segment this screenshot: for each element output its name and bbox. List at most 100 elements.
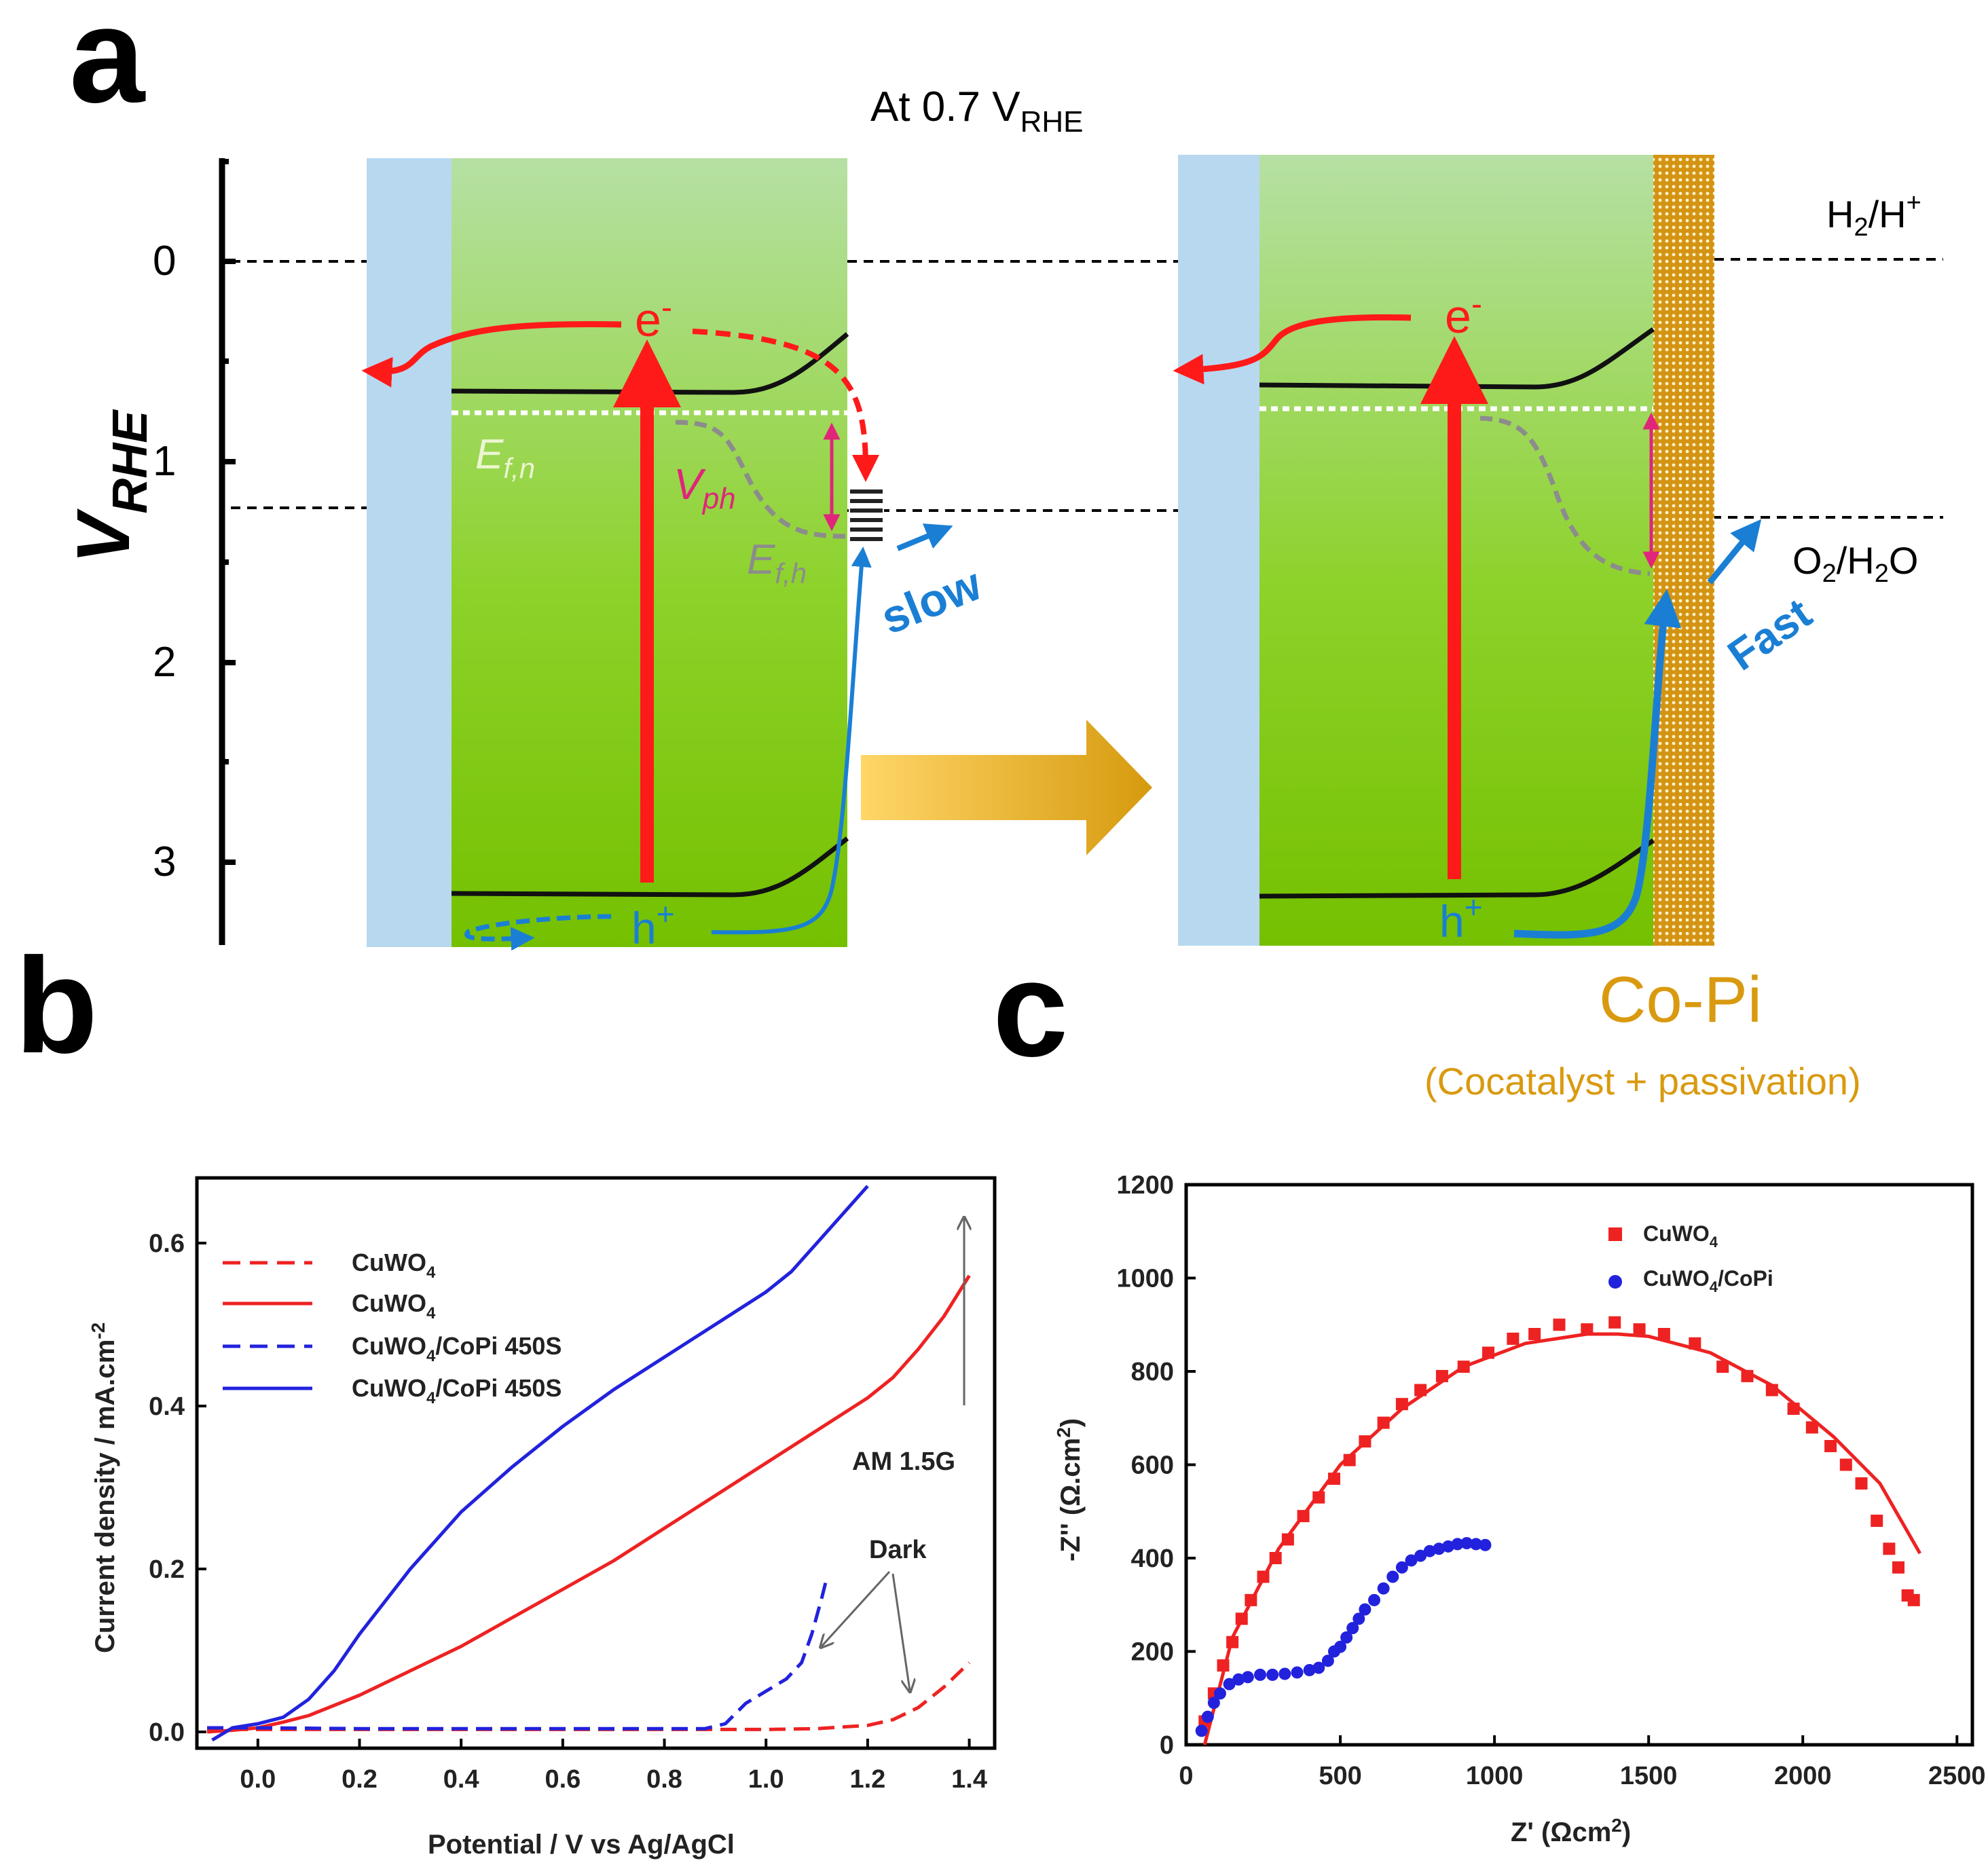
- panel-c-data-point: [1278, 1667, 1291, 1680]
- o2-redox-label: O2/H2O: [1792, 539, 1918, 588]
- legend-label: CuWO4: [352, 1289, 436, 1323]
- panel-c-y-tick-label: 800: [1131, 1358, 1174, 1386]
- legend-label: CuWO4/CoPi: [1643, 1266, 1773, 1295]
- panel-c-legend: CuWO4 CuWO4/CoPi: [1608, 1221, 1773, 1295]
- panel-c-data-point: [1291, 1666, 1304, 1679]
- panel-c-plot-frame: [1184, 1183, 1974, 1747]
- copi-label: Co-Pi: [1599, 963, 1762, 1036]
- slow-transfer-label: slow: [874, 557, 989, 644]
- panel-c-data-point: [1312, 1661, 1325, 1674]
- fermi-h-label: Ef,h: [747, 536, 807, 589]
- panel-c-data-point: [1657, 1328, 1670, 1340]
- panel-c-x-tick-label: 2000: [1774, 1762, 1832, 1790]
- panel-c-data-point: [1232, 1673, 1245, 1686]
- panel-c-y-tick-label: 600: [1131, 1452, 1174, 1480]
- fermi-n-label: Ef,n: [475, 431, 535, 484]
- panel-c-data-point: [1377, 1582, 1390, 1595]
- panel-c-x-tick-label: 0: [1179, 1762, 1193, 1790]
- dark-annotation: Dark: [869, 1536, 927, 1564]
- valence-band-right: [1259, 838, 1655, 899]
- panel-c-y-tick-label: 400: [1131, 1545, 1174, 1573]
- panel-c-data-point: [1368, 1593, 1381, 1606]
- fast-transfer-label: Fast: [1719, 589, 1820, 680]
- panel-c-y-tick-label: 0: [1160, 1731, 1174, 1760]
- panel-c-data-point: [1334, 1640, 1347, 1653]
- panel-c-data-point: [1839, 1458, 1852, 1471]
- panel-a-y-tick-label: 2: [153, 639, 176, 686]
- panel-c-data-point: [1321, 1655, 1334, 1667]
- panel-c-data-point: [1201, 1710, 1214, 1723]
- panel-c-ticks: 0 500 1000 1500 2000 2500 0 200 400 600 800 1000 120…: [1116, 1171, 1985, 1790]
- panel-c-y-tick-label: 200: [1131, 1638, 1174, 1667]
- panel-c-data-point: [1303, 1664, 1316, 1676]
- panel-a-y-tick-label: 0: [153, 238, 176, 284]
- slow-transfer-arrow: [896, 523, 953, 551]
- panel-b-series-line: [207, 1576, 829, 1731]
- panel-c-data-point: [1414, 1549, 1427, 1562]
- panel-c-data-point: [1223, 1678, 1236, 1690]
- panel-c-data-point: [1213, 1687, 1226, 1700]
- panel-c-data-point: [1528, 1328, 1541, 1340]
- panel-c-chart: 0 500 1000 1500 2000 2500 0 200 400 600 800 1000 120…: [1053, 1171, 1986, 1847]
- panel-c-data-point: [1340, 1631, 1353, 1644]
- panel-c-x-tick-label: 2500: [1928, 1762, 1986, 1790]
- fto-substrate-right: [1178, 155, 1259, 946]
- panel-c-data-point: [1824, 1440, 1837, 1452]
- fto-substrate-left: [367, 158, 452, 947]
- panel-a-y-axis-label: VRHE: [62, 409, 158, 563]
- hole-label-left: h+: [631, 896, 675, 953]
- legend-label: CuWO4/CoPi 450S: [352, 1332, 562, 1365]
- panel-a-y-ticks: [222, 159, 236, 865]
- panel-b-y-tick-label: 0.2: [149, 1555, 185, 1584]
- photovoltage-label: Vph: [674, 460, 736, 515]
- panel-b-plot-frame: [195, 1176, 997, 1750]
- legend-marker-circle: [1608, 1275, 1622, 1289]
- conduction-band-right: [1259, 327, 1655, 390]
- panel-c-data-point: [1377, 1416, 1390, 1429]
- panel-b-y-tick-label: 0.4: [149, 1392, 185, 1421]
- hole-label-right: h+: [1439, 889, 1483, 946]
- panel-c-data-point: [1608, 1316, 1621, 1329]
- panel-b-x-axis-label: Potential / V vs Ag/AgCl: [428, 1830, 735, 1860]
- hole-back-arrow-left: [464, 914, 612, 951]
- panel-b-y-axis-label: Current density / mA.cm-2: [88, 1323, 120, 1653]
- panel-b-x-tick-label: 0.6: [545, 1765, 581, 1794]
- panel-c-data-point: [1883, 1542, 1896, 1555]
- panel-c-data-point: [1405, 1554, 1418, 1567]
- panel-c-data-point: [1195, 1724, 1208, 1737]
- panel-a-title: At 0.7 VRHE: [870, 84, 1083, 138]
- panel-c-data-point: [1469, 1538, 1482, 1551]
- panel-c-data-point: [1460, 1537, 1473, 1549]
- panel-c-x-axis-label: Z' (Ωcm2): [1511, 1815, 1631, 1847]
- panel-c-x-tick-label: 1000: [1466, 1762, 1524, 1790]
- panel-b-series-line: [206, 1274, 971, 1734]
- conduction-band-left: [451, 332, 849, 395]
- panel-c-data-point: [1871, 1515, 1883, 1527]
- panel-b-x-tick-label: 1.2: [849, 1765, 885, 1794]
- legend-label: CuWO4: [352, 1249, 436, 1282]
- panel-c-data-point: [1386, 1570, 1399, 1583]
- panel-b-x-tick-label: 0.0: [240, 1765, 276, 1794]
- panel-c-y-axis-label: -Z'' (Ω.cm2): [1053, 1418, 1086, 1561]
- panel-c-data-point: [1346, 1622, 1359, 1635]
- panel-c-data-point: [1805, 1421, 1818, 1434]
- panel-c-data-point: [1479, 1538, 1492, 1551]
- panel-b-legend: CuWO4 CuWO4 CuWO4/CoPi 450S CuWO4/CoPi 4…: [223, 1249, 562, 1407]
- panel-c-data-point: [1433, 1542, 1446, 1555]
- panel-c-data-point: [1892, 1561, 1905, 1574]
- panel-c-data-point: [1395, 1561, 1408, 1574]
- hole-transport-arrow-left: [711, 547, 872, 935]
- fast-transfer-arrow: [1707, 519, 1762, 585]
- legend-label: CuWO4/CoPi 450S: [352, 1374, 562, 1407]
- panel-a-band-diagram: At 0.7 VRHE 0 1 2 3 VRHE H2/H+ O2/H2O: [62, 84, 1943, 1103]
- panel-c-data-point: [1253, 1668, 1266, 1681]
- legend-marker-square: [1608, 1227, 1622, 1241]
- panel-b-ticks: 0.0 0.2 0.4 0.6 0.8 1.0 1.2 1.4 0.0 0.2 0.4 0.6: [149, 1230, 987, 1794]
- panel-c-data-point: [1442, 1540, 1454, 1553]
- panel-b-series-line: [207, 1661, 971, 1731]
- electron-label-right: e-: [1445, 286, 1482, 343]
- panel-c-x-tick-label: 500: [1319, 1762, 1361, 1790]
- am15g-annotation: AM 1.5G: [852, 1447, 955, 1476]
- panel-a-y-tick-label: 3: [153, 838, 176, 885]
- hole-transport-arrow-right: [1513, 589, 1682, 939]
